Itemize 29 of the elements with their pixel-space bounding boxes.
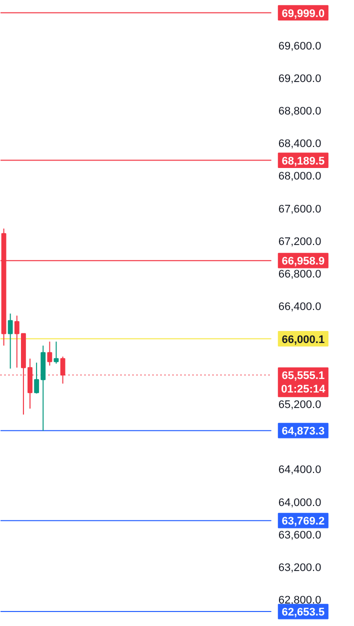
candlestick	[54, 341, 59, 364]
y-tick-label: 67,600.0	[278, 203, 322, 216]
annotation: 01:25:14	[281, 383, 326, 396]
y-tick-label: 68,000.0	[278, 170, 322, 183]
y-tick-label: 63,200.0	[278, 562, 322, 574]
y-tick-label: 64,000.0	[278, 496, 322, 509]
candlestick	[8, 313, 13, 370]
y-tick-label: 63,600.0	[278, 529, 322, 542]
y-tick-label: 64,400.0	[278, 464, 322, 476]
ref-line-label: 66,000.1	[282, 334, 325, 346]
ref-line-label: 69,999.0	[282, 8, 325, 20]
ref-line-label: 66,958.9	[282, 256, 325, 268]
ref-line-label: 65,555.1	[282, 370, 325, 382]
ref-line-label: 64,873.3	[282, 426, 325, 438]
y-tick-label: 66,400.0	[278, 301, 322, 314]
candlestick	[14, 315, 20, 368]
y-tick-label: 65,200.0	[278, 398, 322, 411]
y-tick-label: 69,200.0	[278, 72, 322, 85]
ref-line-label: 63,769.2	[282, 516, 325, 528]
y-tick-label: 68,400.0	[278, 138, 322, 150]
candlestick	[47, 341, 52, 366]
y-tick-label: 68,800.0	[278, 106, 322, 118]
y-tick-label: 62,800.0	[278, 594, 322, 607]
y-tick-label: 66,800.0	[278, 268, 322, 281]
y-tick-label: 67,200.0	[278, 236, 322, 248]
candlestick	[34, 362, 40, 394]
ref-line-label: 68,189.5	[282, 155, 325, 168]
y-tick-label: 69,600.0	[278, 40, 322, 52]
ref-line-label: 62,653.5	[282, 606, 325, 619]
